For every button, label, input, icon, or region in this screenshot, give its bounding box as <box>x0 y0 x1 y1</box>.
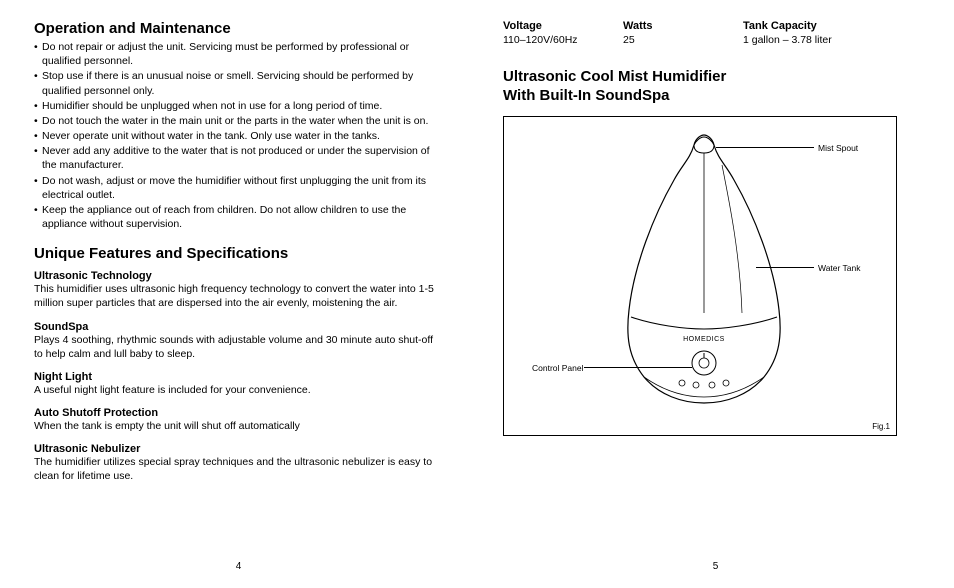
feature-title: Auto Shutoff Protection <box>34 407 443 419</box>
feature-body: Plays 4 soothing, rhythmic sounds with a… <box>34 333 443 361</box>
bullet-item: Humidifier should be unplugged when not … <box>34 99 443 113</box>
spec-head: Tank Capacity <box>743 20 893 32</box>
callout-mist-spout: Mist Spout <box>818 143 858 153</box>
feature-body: When the tank is empty the unit will shu… <box>34 419 443 433</box>
spec-val: 1 gallon – 3.78 liter <box>743 34 893 46</box>
page-number-left: 4 <box>236 561 242 572</box>
bullet-item: Never add any additive to the water that… <box>34 144 443 172</box>
page-left: Operation and Maintenance Do not repair … <box>0 0 477 588</box>
bullet-item: Do not wash, adjust or move the humidifi… <box>34 174 443 202</box>
spec-watts: Watts 25 <box>623 20 743 46</box>
feature-body: This humidifier uses ultrasonic high fre… <box>34 282 443 310</box>
bullet-item: Never operate unit without water in the … <box>34 129 443 143</box>
spec-head: Voltage <box>503 20 623 32</box>
feature-soundspa: SoundSpa Plays 4 soothing, rhythmic soun… <box>34 321 443 361</box>
spec-tank: Tank Capacity 1 gallon – 3.78 liter <box>743 20 893 46</box>
callout-line <box>756 267 814 268</box>
product-title: Ultrasonic Cool Mist Humidifier With Bui… <box>503 68 912 106</box>
spec-voltage: Voltage 110–120V/60Hz <box>503 20 623 46</box>
feature-nightlight: Night Light A useful night light feature… <box>34 371 443 397</box>
bullet-item: Keep the appliance out of reach from chi… <box>34 203 443 231</box>
title-line-1: Ultrasonic Cool Mist Humidifier <box>503 68 726 85</box>
callout-line <box>584 367 692 368</box>
spec-val: 110–120V/60Hz <box>503 34 623 46</box>
page-right: Voltage 110–120V/60Hz Watts 25 Tank Capa… <box>477 0 954 588</box>
feature-body: A useful night light feature is included… <box>34 383 443 397</box>
callout-control-panel: Control Panel <box>532 363 584 373</box>
feature-title: Night Light <box>34 371 443 383</box>
brand-label: HOMEDICS <box>683 336 725 343</box>
callout-line <box>716 147 814 148</box>
callout-water-tank: Water Tank <box>818 263 861 273</box>
spec-table: Voltage 110–120V/60Hz Watts 25 Tank Capa… <box>503 20 912 46</box>
bullet-item: Stop use if there is an unusual noise or… <box>34 69 443 97</box>
operation-bullets: Do not repair or adjust the unit. Servic… <box>34 40 443 231</box>
spec-val: 25 <box>623 34 743 46</box>
feature-autoshutoff: Auto Shutoff Protection When the tank is… <box>34 407 443 433</box>
heading-features: Unique Features and Specifications <box>34 245 443 262</box>
feature-body: The humidifier utilizes special spray te… <box>34 455 443 483</box>
spec-head: Watts <box>623 20 743 32</box>
feature-title: Ultrasonic Nebulizer <box>34 443 443 455</box>
title-line-2: With Built-In SoundSpa <box>503 87 670 104</box>
heading-operation: Operation and Maintenance <box>34 20 443 37</box>
bullet-item: Do not repair or adjust the unit. Servic… <box>34 40 443 68</box>
feature-title: Ultrasonic Technology <box>34 270 443 282</box>
feature-ultrasonic-tech: Ultrasonic Technology This humidifier us… <box>34 270 443 310</box>
bullet-item: Do not touch the water in the main unit … <box>34 114 443 128</box>
figure-box: HOMEDICS Mist Spout Water Tank Control P… <box>503 116 897 436</box>
humidifier-icon: HOMEDICS <box>604 125 804 425</box>
figure-caption: Fig.1 <box>872 422 890 431</box>
page-number-right: 5 <box>713 561 719 572</box>
feature-title: SoundSpa <box>34 321 443 333</box>
feature-nebulizer: Ultrasonic Nebulizer The humidifier util… <box>34 443 443 483</box>
